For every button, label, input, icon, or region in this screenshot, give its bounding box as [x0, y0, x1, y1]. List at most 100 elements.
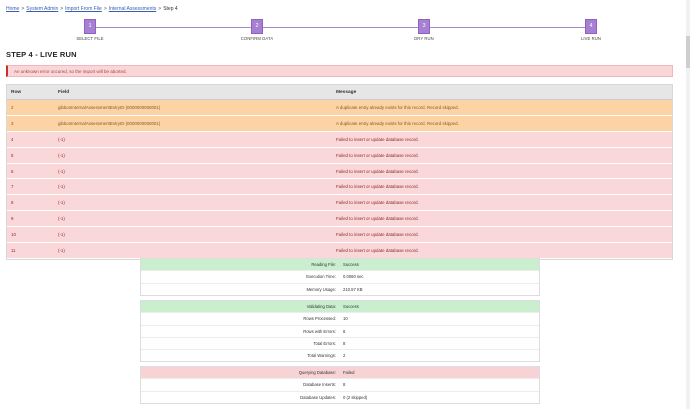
- cell-message: Failed to insert or update database reco…: [336, 232, 419, 238]
- summary-row: Database Updates: 0 (2 skipped): [141, 392, 539, 403]
- cell-message: Failed to insert or update database reco…: [336, 168, 419, 174]
- column-header-field[interactable]: Field: [58, 89, 70, 95]
- cell-row: 10: [11, 232, 16, 238]
- cell-field: (-1): [58, 232, 65, 238]
- breadcrumb-separator: >: [158, 6, 162, 12]
- summary-label: Total Warnings:: [307, 353, 336, 359]
- step-label: DRY RUN: [414, 36, 434, 41]
- summary-label: Rows Processed:: [303, 316, 336, 322]
- cell-row: 8: [11, 200, 14, 206]
- summary-row: Rows Processed: 10: [141, 313, 539, 326]
- table-row: 6 (-1) Failed to insert or update database…: [7, 163, 672, 180]
- summary-label: Execution Time:: [306, 274, 336, 280]
- summary-value: 2: [343, 353, 346, 359]
- cell-field: gibbonInternalAssessmentEntryID (0000000…: [58, 104, 161, 110]
- breadcrumb: Home > System Admin > Import From File > Inter…: [6, 6, 178, 12]
- summary-row: Total Errors: 8: [141, 338, 539, 351]
- error-alert: An unknown error occured, so the import …: [6, 65, 673, 77]
- results-table: Row Field Message 2 gibbonInternalAssessm…: [6, 84, 673, 260]
- table-row: 8 (-1) Failed to insert or update database…: [7, 195, 672, 212]
- step-label: CONFIRM DATA: [240, 36, 274, 41]
- cell-row: 5: [11, 152, 14, 158]
- summary-row: Total Warnings: 2: [141, 350, 539, 361]
- cell-row: 9: [11, 216, 14, 222]
- page-title: STEP 4 - LIVE RUN: [6, 50, 77, 59]
- breadcrumb-import-from-file[interactable]: Import From File: [65, 6, 102, 12]
- step-number: 1: [84, 19, 96, 34]
- cell-field: (-1): [58, 247, 65, 253]
- cell-row: 11: [11, 247, 16, 253]
- summary-querying-database: Querying Database: Failed Database Insert…: [140, 366, 540, 404]
- table-row: 7 (-1) Failed to insert or update database…: [7, 179, 672, 196]
- cell-message: Failed to insert or update database reco…: [336, 247, 419, 253]
- cell-field: (-1): [58, 152, 65, 158]
- scrollbar-thumb[interactable]: [686, 36, 690, 68]
- summary-value: 0 (2 skipped): [343, 394, 368, 400]
- page-scrollbar[interactable]: [686, 0, 690, 409]
- step-connector-line: [90, 27, 592, 28]
- cell-field: (-1): [58, 136, 65, 142]
- breadcrumb-separator: >: [103, 6, 107, 12]
- summary-value: 8: [343, 341, 346, 347]
- summary-value: Success: [343, 262, 359, 268]
- table-row: 10 (-1) Failed to insert or update databas…: [7, 227, 672, 244]
- step-label: SELECT FILE: [76, 36, 104, 41]
- breadcrumb-separator: >: [60, 6, 64, 12]
- step-number: 3: [418, 19, 430, 34]
- table-row: 4 (-1) Failed to insert or update database…: [7, 131, 672, 148]
- summary-validating-data: Validating Data: Success Rows Processed: 1…: [140, 300, 540, 363]
- summary-value: 210.57 KB: [343, 286, 363, 292]
- summary-row: Rows with Errors: 8: [141, 326, 539, 338]
- table-header: Row Field Message: [7, 85, 672, 100]
- cell-row: 6: [11, 168, 14, 174]
- summary-row: Validating Data: Success: [141, 301, 539, 314]
- column-header-message[interactable]: Message: [336, 89, 357, 95]
- step-select-file: 1 SELECT FILE: [55, 19, 125, 41]
- summary-value: Success: [343, 304, 359, 310]
- breadcrumb-system-admin[interactable]: System Admin: [26, 6, 59, 12]
- cell-row: 2: [11, 104, 14, 110]
- cell-message: Failed to insert or update database reco…: [336, 184, 419, 190]
- cell-field: (-1): [58, 200, 65, 206]
- summary-label: Memory Usage:: [306, 286, 336, 292]
- cell-row: 4: [11, 136, 14, 142]
- step-number: 2: [251, 19, 263, 34]
- step-number: 4: [585, 19, 597, 34]
- cell-row: 7: [11, 184, 14, 190]
- step-progress: 1 SELECT FILE 2 CONFIRM DATA 3 DRY RUN 4…: [0, 19, 690, 41]
- column-header-row[interactable]: Row: [11, 89, 22, 95]
- summary-row: Database Inserts: 8: [141, 379, 539, 392]
- summary-value: 0.0060 sec: [343, 274, 364, 280]
- step-label: LIVE RUN: [580, 36, 602, 41]
- cell-row: 3: [11, 120, 14, 126]
- step-confirm-data: 2 CONFIRM DATA: [222, 19, 292, 41]
- cell-message: Failed to insert or update database reco…: [336, 216, 419, 222]
- cell-message: Failed to insert or update database reco…: [336, 136, 419, 142]
- summary-value: Failed: [343, 370, 355, 376]
- breadcrumb-separator: >: [21, 6, 25, 12]
- cell-message: A duplicate entry already exists for thi…: [336, 120, 459, 126]
- breadcrumb-current: Step 4: [163, 6, 178, 12]
- cell-message: A duplicate entry already exists for thi…: [336, 104, 459, 110]
- summary-label: Rows with Errors:: [303, 328, 336, 334]
- summary-value: 8: [343, 382, 346, 388]
- summary-row: Execution Time: 0.0060 sec: [141, 271, 539, 284]
- breadcrumb-internal-assessments[interactable]: Internal Assessments: [108, 6, 157, 12]
- table-row: 11 (-1) Failed to insert or update databas…: [7, 243, 672, 259]
- summary-label: Reading File:: [311, 262, 336, 268]
- cell-field: (-1): [58, 184, 65, 190]
- breadcrumb-home[interactable]: Home: [6, 6, 20, 12]
- cell-field: gibbonInternalAssessmentEntryID (0000000…: [58, 120, 161, 126]
- step-live-run: 4 LIVE RUN: [556, 19, 626, 41]
- cell-field: (-1): [58, 216, 65, 222]
- summary-row: Querying Database: Failed: [141, 367, 539, 380]
- cell-message: Failed to insert or update database reco…: [336, 152, 419, 158]
- cell-message: Failed to insert or update database reco…: [336, 200, 419, 206]
- summary-value: 10: [343, 316, 348, 322]
- table-row: 2 gibbonInternalAssessmentEntryID (000000…: [7, 100, 672, 116]
- table-row: 5 (-1) Failed to insert or update database…: [7, 147, 672, 164]
- cell-field: (-1): [58, 168, 65, 174]
- summary-reading-file: Reading File: Success Execution Time: 0.00…: [140, 258, 540, 296]
- table-row: 9 (-1) Failed to insert or update database…: [7, 211, 672, 228]
- summary-label: Validating Data:: [306, 304, 336, 310]
